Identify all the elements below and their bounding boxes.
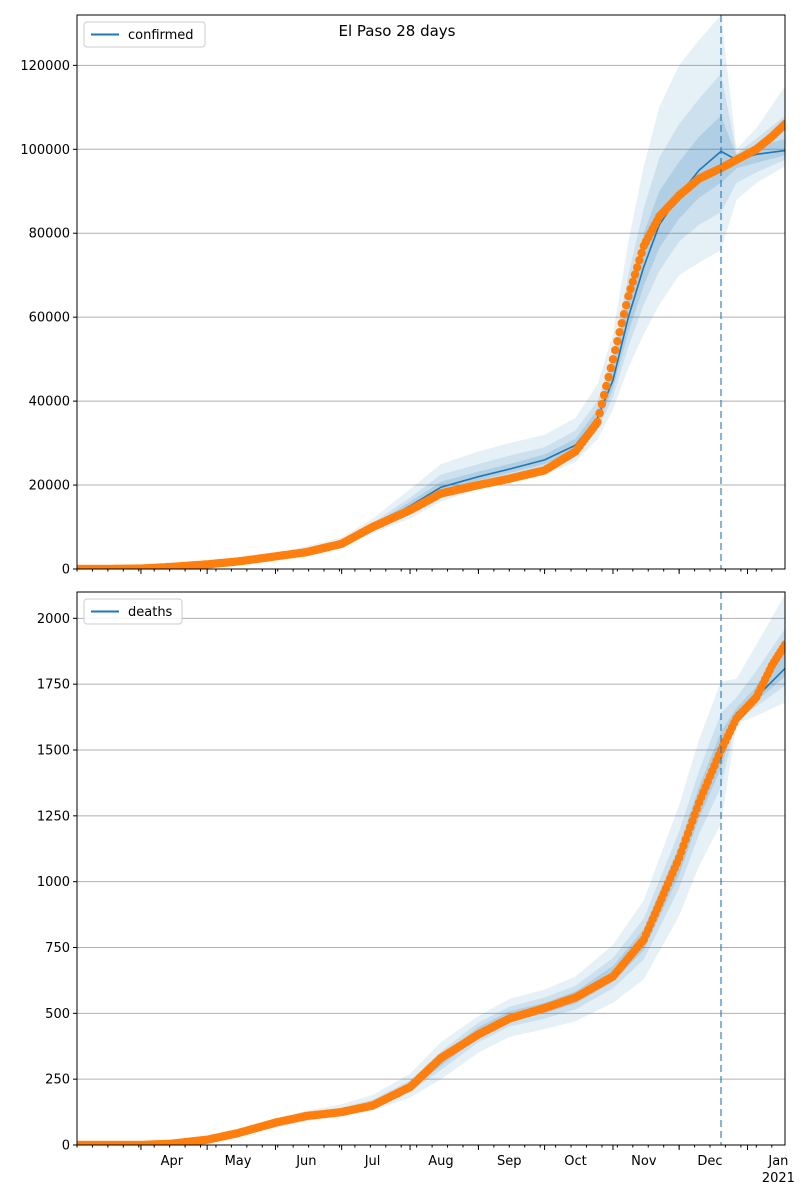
y-tick-label: 80000 xyxy=(29,227,70,242)
observed-point xyxy=(780,119,785,129)
y-tick-label: 2000 xyxy=(37,612,70,627)
observed-point xyxy=(593,417,602,427)
legend: deaths xyxy=(83,598,183,625)
observed-point xyxy=(780,640,785,649)
uncertainty-band-outer xyxy=(77,15,785,569)
deaths-panel: 0 250 500 750 1000 1250 1500 1750 2000 Apr May Jun J… xyxy=(37,591,795,1186)
y-tick-label: 40000 xyxy=(29,395,70,410)
observed-point xyxy=(604,372,613,382)
y-tick-label: 1750 xyxy=(37,678,70,693)
x-tick-label: Jan xyxy=(767,1154,788,1169)
observed-point xyxy=(619,310,629,319)
x-tick-label: May xyxy=(225,1154,252,1169)
x-tick-label: Oct xyxy=(564,1154,586,1169)
y-tick-label: 250 xyxy=(45,1073,70,1088)
observed-point xyxy=(595,408,604,418)
y-tick-label: 500 xyxy=(45,1007,70,1022)
observed-points xyxy=(77,640,785,1145)
x-tick-label: Apr xyxy=(161,1154,184,1169)
observed-point xyxy=(611,346,620,355)
y-tick-label: 1500 xyxy=(37,744,70,759)
legend-label: confirmed xyxy=(128,28,194,43)
x-year-label: 2021 xyxy=(762,1171,795,1186)
y-tick-label: 750 xyxy=(45,941,70,956)
y-tick-label: 60000 xyxy=(29,311,70,326)
y-tick-label: 0 xyxy=(62,563,70,578)
uncertainty-band-inner xyxy=(77,115,785,569)
figure-title: El Paso 28 days xyxy=(339,22,456,40)
observed-point xyxy=(624,292,633,301)
observed-point xyxy=(615,328,624,337)
legend-box xyxy=(83,598,183,625)
observed-points xyxy=(77,119,785,569)
legend-box xyxy=(83,21,206,48)
plot-area xyxy=(77,15,785,569)
observed-point xyxy=(626,284,635,294)
observed-point xyxy=(617,319,626,328)
uncertainty-band-middle xyxy=(77,73,785,569)
observed-point xyxy=(602,381,611,391)
y-tick-label: 20000 xyxy=(29,479,70,494)
axes-frame xyxy=(76,14,786,570)
x-tick-label: Aug xyxy=(428,1154,453,1169)
observed-point xyxy=(630,270,640,279)
x-tick-label: Jul xyxy=(364,1154,381,1169)
observed-point xyxy=(637,248,646,258)
observed-point xyxy=(613,337,622,346)
observed-point xyxy=(622,301,631,310)
x-tick-label: Nov xyxy=(631,1154,657,1169)
observed-point xyxy=(608,355,618,364)
observed-point xyxy=(635,256,644,265)
observed-point xyxy=(597,399,607,409)
confirmed-panel: 0 20000 40000 60000 80000 100000 120000 confirm… xyxy=(20,14,786,578)
observed-point xyxy=(599,390,609,400)
y-tick-label: 1000 xyxy=(37,875,70,890)
legend: confirmed xyxy=(83,21,206,48)
axes-frame xyxy=(76,591,786,1146)
x-tick-label: Sep xyxy=(497,1154,522,1169)
legend-label: deaths xyxy=(128,605,173,620)
y-tick-label: 120000 xyxy=(20,59,70,74)
y-tick-label: 1250 xyxy=(37,809,70,824)
y-tick-label: 100000 xyxy=(20,143,70,158)
x-tick-label: Dec xyxy=(697,1154,722,1169)
plot-area xyxy=(77,594,785,1145)
observed-point xyxy=(606,363,615,373)
x-tick-label: Jun xyxy=(295,1154,316,1169)
observed-point xyxy=(628,277,637,286)
observed-point xyxy=(633,263,642,272)
y-tick-label: 0 xyxy=(62,1139,70,1154)
